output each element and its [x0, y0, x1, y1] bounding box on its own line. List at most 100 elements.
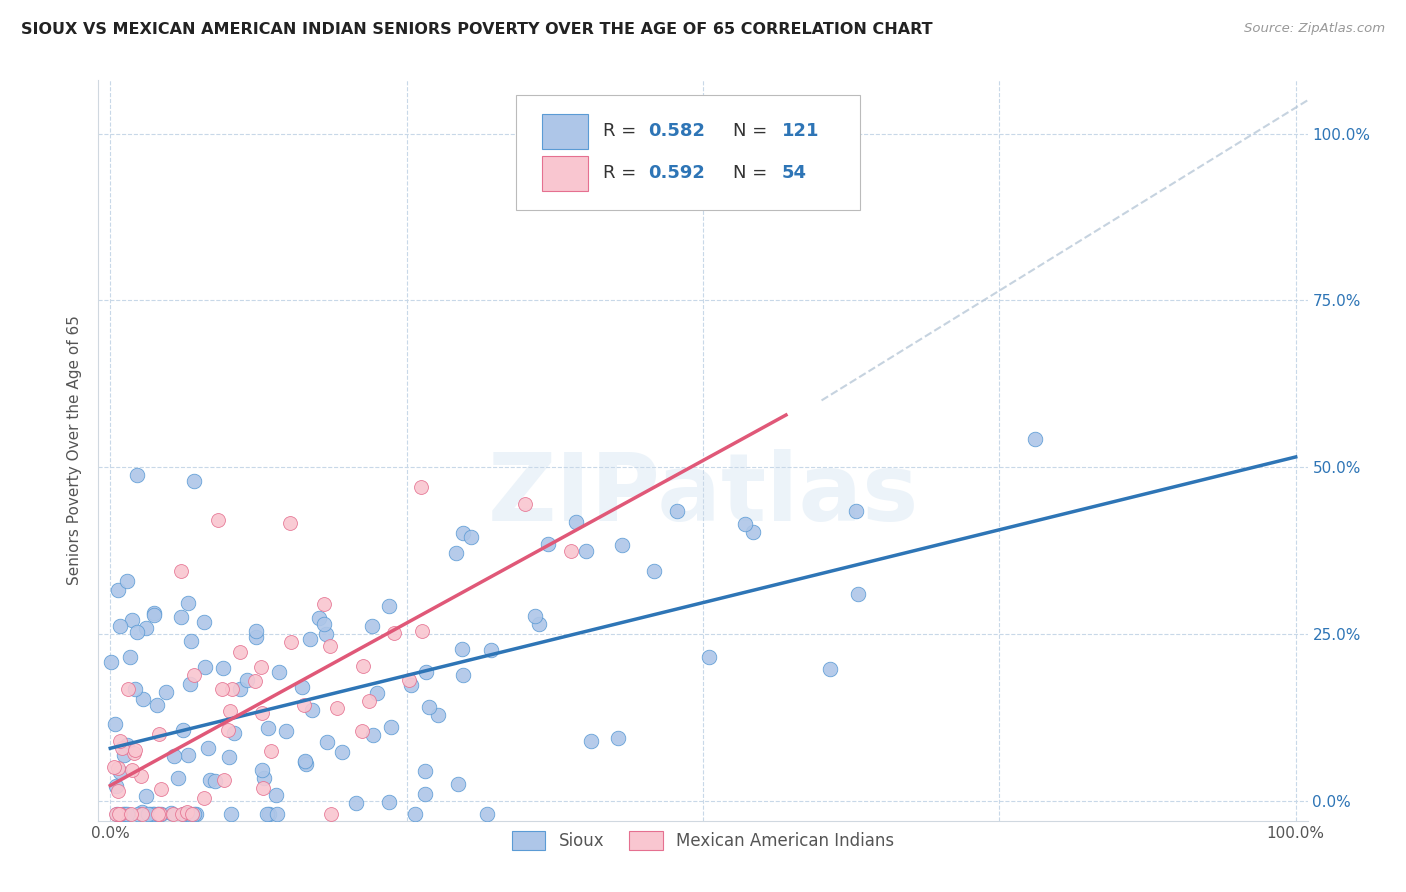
Point	[257, 721, 280, 735]
Point	[107, 582, 129, 597]
Point	[180, 634, 202, 648]
Point	[183, 474, 205, 488]
Point	[146, 698, 169, 713]
Point	[217, 723, 239, 737]
Point	[344, 796, 367, 810]
Point	[112, 747, 135, 762]
Point	[846, 587, 869, 601]
Point	[131, 807, 153, 822]
Point	[150, 807, 173, 822]
Point	[110, 807, 132, 822]
Point	[111, 741, 134, 756]
Point	[146, 807, 169, 822]
Point	[315, 735, 337, 749]
Point	[184, 807, 207, 822]
Text: 54: 54	[782, 164, 807, 182]
Point	[121, 763, 143, 777]
Point	[607, 731, 630, 746]
Point	[125, 624, 148, 639]
Point	[114, 807, 136, 822]
Point	[176, 748, 198, 763]
Point	[295, 757, 318, 772]
Text: R =: R =	[603, 164, 641, 182]
Text: SIOUX VS MEXICAN AMERICAN INDIAN SENIORS POVERTY OVER THE AGE OF 65 CORRELATION : SIOUX VS MEXICAN AMERICAN INDIAN SENIORS…	[21, 22, 932, 37]
Point	[143, 607, 166, 622]
Point	[845, 503, 868, 517]
Text: R =: R =	[603, 121, 641, 140]
Point	[294, 754, 316, 768]
Point	[537, 537, 560, 551]
Point	[193, 790, 215, 805]
Point	[179, 807, 201, 822]
Point	[523, 609, 546, 624]
Point	[245, 630, 267, 644]
Point	[565, 515, 588, 529]
Point	[108, 619, 131, 633]
Point	[121, 613, 143, 627]
Point	[560, 543, 582, 558]
Point	[104, 717, 127, 731]
Point	[219, 807, 242, 822]
Point	[127, 467, 149, 482]
Point	[315, 627, 337, 641]
Point	[212, 661, 235, 675]
Point	[450, 641, 472, 656]
Text: 0.582: 0.582	[648, 121, 706, 140]
Point	[326, 700, 349, 714]
Point	[100, 655, 122, 669]
Text: 0.592: 0.592	[648, 164, 706, 182]
Point	[697, 650, 720, 665]
Point	[179, 676, 201, 690]
Point	[418, 700, 440, 714]
Point	[207, 513, 229, 527]
Text: N =: N =	[734, 121, 773, 140]
Point	[173, 807, 195, 822]
Point	[446, 777, 468, 791]
Point	[124, 743, 146, 757]
Point	[361, 728, 384, 742]
Point	[103, 760, 125, 774]
Point	[665, 504, 688, 518]
Point	[529, 616, 551, 631]
Point	[380, 720, 402, 734]
Point	[117, 574, 139, 589]
Point	[204, 773, 226, 788]
Point	[252, 781, 274, 796]
Point	[460, 530, 482, 544]
Point	[250, 706, 273, 720]
Point	[427, 707, 450, 722]
Point	[169, 609, 191, 624]
Point	[260, 744, 283, 758]
Point	[405, 807, 427, 822]
Point	[122, 747, 145, 761]
Point	[127, 807, 149, 822]
Point	[301, 703, 323, 717]
Point	[444, 546, 467, 560]
Point	[183, 668, 205, 682]
Point	[382, 625, 405, 640]
Point	[104, 779, 127, 793]
Point	[280, 635, 302, 649]
Point	[108, 807, 131, 822]
Point	[166, 771, 188, 785]
Point	[612, 538, 634, 552]
Point	[818, 662, 841, 676]
Point	[172, 723, 194, 737]
Point	[413, 787, 436, 801]
Legend: Sioux, Mexican American Indians: Sioux, Mexican American Indians	[505, 824, 901, 856]
Point	[413, 764, 436, 778]
Point	[177, 597, 200, 611]
Point	[110, 734, 132, 748]
Point	[280, 516, 302, 530]
FancyBboxPatch shape	[543, 113, 588, 149]
Point	[148, 726, 170, 740]
Point	[321, 807, 343, 822]
Point	[399, 677, 422, 691]
Point	[298, 632, 321, 647]
Point	[146, 807, 169, 822]
Point	[135, 622, 157, 636]
Point	[411, 624, 433, 638]
Point	[162, 807, 184, 822]
Point	[149, 807, 172, 822]
Text: 121: 121	[782, 121, 820, 140]
